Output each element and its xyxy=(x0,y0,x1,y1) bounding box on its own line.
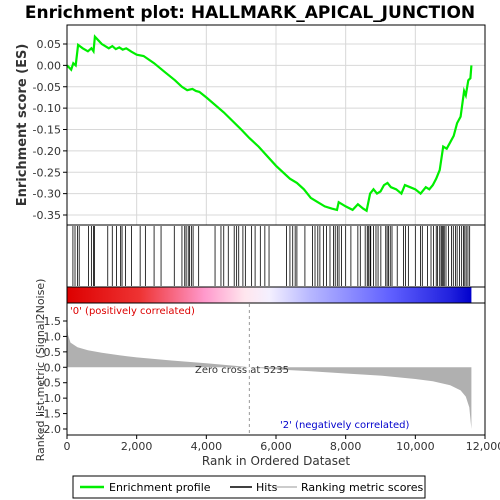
es-y-axis-label: Enrichment score (ES) xyxy=(15,44,30,207)
metric-y-tick-label: 0.5 xyxy=(44,346,62,359)
hit-lines xyxy=(72,226,471,286)
metric-panel: 1.5 1.0 0.5 0.0 -0.5 -1.0 -1.5 -2.0 '0' (positi… xyxy=(40,302,486,436)
x-tick-label: 6,000 xyxy=(260,440,292,453)
metric-y-ticks: 1.5 1.0 0.5 0.0 -0.5 -1.0 -1.5 -2.0 xyxy=(40,315,67,436)
metric-area xyxy=(67,317,472,429)
x-axis-ticks: 0 2,000 4,000 6,000 8,000 10,000 12,000 xyxy=(64,435,500,453)
ranking-color-band xyxy=(66,286,486,304)
color-band-strip xyxy=(67,287,472,303)
y-tick-label: -0.20 xyxy=(33,145,61,158)
hits-panel xyxy=(66,224,486,288)
metric-y-tick-label: 0.0 xyxy=(44,361,62,374)
y-tick-label: -0.30 xyxy=(33,188,61,201)
chart-title: Enrichment plot: HALLMARK_APICAL_JUNCTIO… xyxy=(25,3,475,23)
metric-y-tick-label: 1.0 xyxy=(44,330,62,343)
y-tick-label: 0.05 xyxy=(37,38,62,51)
metric-y-tick-label: -0.5 xyxy=(40,377,61,390)
positive-correlation-label: '0' (positively correlated) xyxy=(70,306,195,317)
enrichment-y-ticks: 0.05 0.00 -0.05 -0.10 -0.15 -0.20 -0.25 -0.30 -0… xyxy=(33,38,67,222)
y-tick-label: -0.15 xyxy=(33,124,61,137)
x-tick-label: 12,000 xyxy=(466,440,500,453)
x-tick-label: 10,000 xyxy=(396,440,435,453)
x-tick-label: 8,000 xyxy=(330,440,362,453)
y-tick-label: 0.00 xyxy=(37,59,62,72)
x-tick-label: 2,000 xyxy=(121,440,153,453)
metric-y-tick-label: 1.5 xyxy=(44,315,62,328)
legend-enrichment-label: Enrichment profile xyxy=(109,481,211,494)
legend: Enrichment profile Hits Ranking metric s… xyxy=(72,475,426,499)
y-tick-label: -0.35 xyxy=(33,209,61,222)
negative-correlation-label: '2' (negatively correlated) xyxy=(280,420,409,431)
metric-y-tick-label: -1.0 xyxy=(40,392,61,405)
enrichment-profile-line xyxy=(66,34,473,213)
legend-metric-label: Ranking metric scores xyxy=(301,481,423,494)
zero-cross-label: Zero cross at 5235 xyxy=(195,365,289,376)
y-tick-label: -0.05 xyxy=(33,81,61,94)
x-tick-label: 0 xyxy=(64,440,71,453)
enrichment-panel: 0.05 0.00 -0.05 -0.10 -0.15 -0.20 -0.25 -0.30 -0… xyxy=(33,24,486,226)
metric-y-axis-label: Ranked list metric (Signal2Noise) xyxy=(34,279,47,462)
x-tick-label: 4,000 xyxy=(191,440,223,453)
metric-y-tick-label: -1.5 xyxy=(40,408,61,421)
metric-y-tick-label: -2.0 xyxy=(40,423,61,436)
legend-hits-label: Hits xyxy=(256,481,278,494)
y-tick-label: -0.10 xyxy=(33,102,61,115)
x-axis-label: Rank in Ordered Dataset xyxy=(202,454,350,468)
y-tick-label: -0.25 xyxy=(33,166,61,179)
